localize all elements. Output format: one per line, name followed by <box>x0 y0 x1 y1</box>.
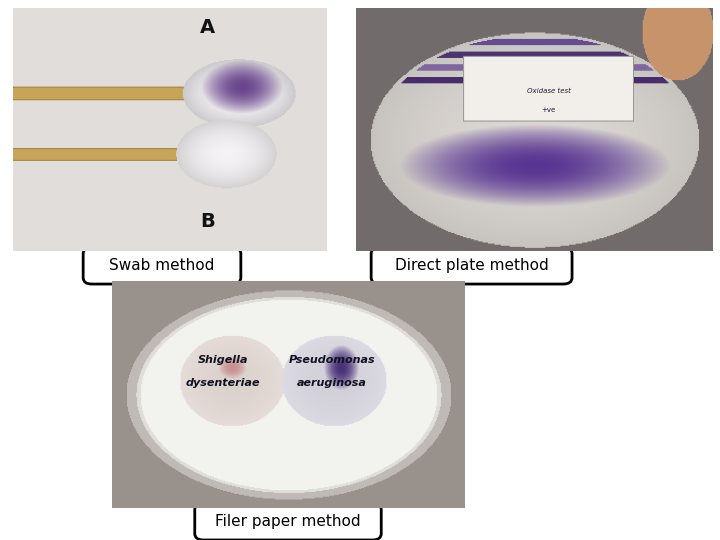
FancyBboxPatch shape <box>372 247 572 284</box>
Text: B: B <box>199 212 215 232</box>
Text: Filer paper method: Filer paper method <box>215 514 361 529</box>
Text: Direct plate method: Direct plate method <box>395 258 549 273</box>
Text: Shigella: Shigella <box>197 355 248 365</box>
Text: dysenteriae: dysenteriae <box>186 378 260 388</box>
Text: aeruginosa: aeruginosa <box>297 378 367 388</box>
FancyBboxPatch shape <box>84 247 240 284</box>
Text: Pseudomonas: Pseudomonas <box>289 355 375 365</box>
Text: Swab method: Swab method <box>109 258 215 273</box>
FancyBboxPatch shape <box>194 503 382 540</box>
Text: Oxidase test: Oxidase test <box>527 87 571 94</box>
Text: +ve: +ve <box>541 107 556 113</box>
Text: A: A <box>199 18 215 37</box>
